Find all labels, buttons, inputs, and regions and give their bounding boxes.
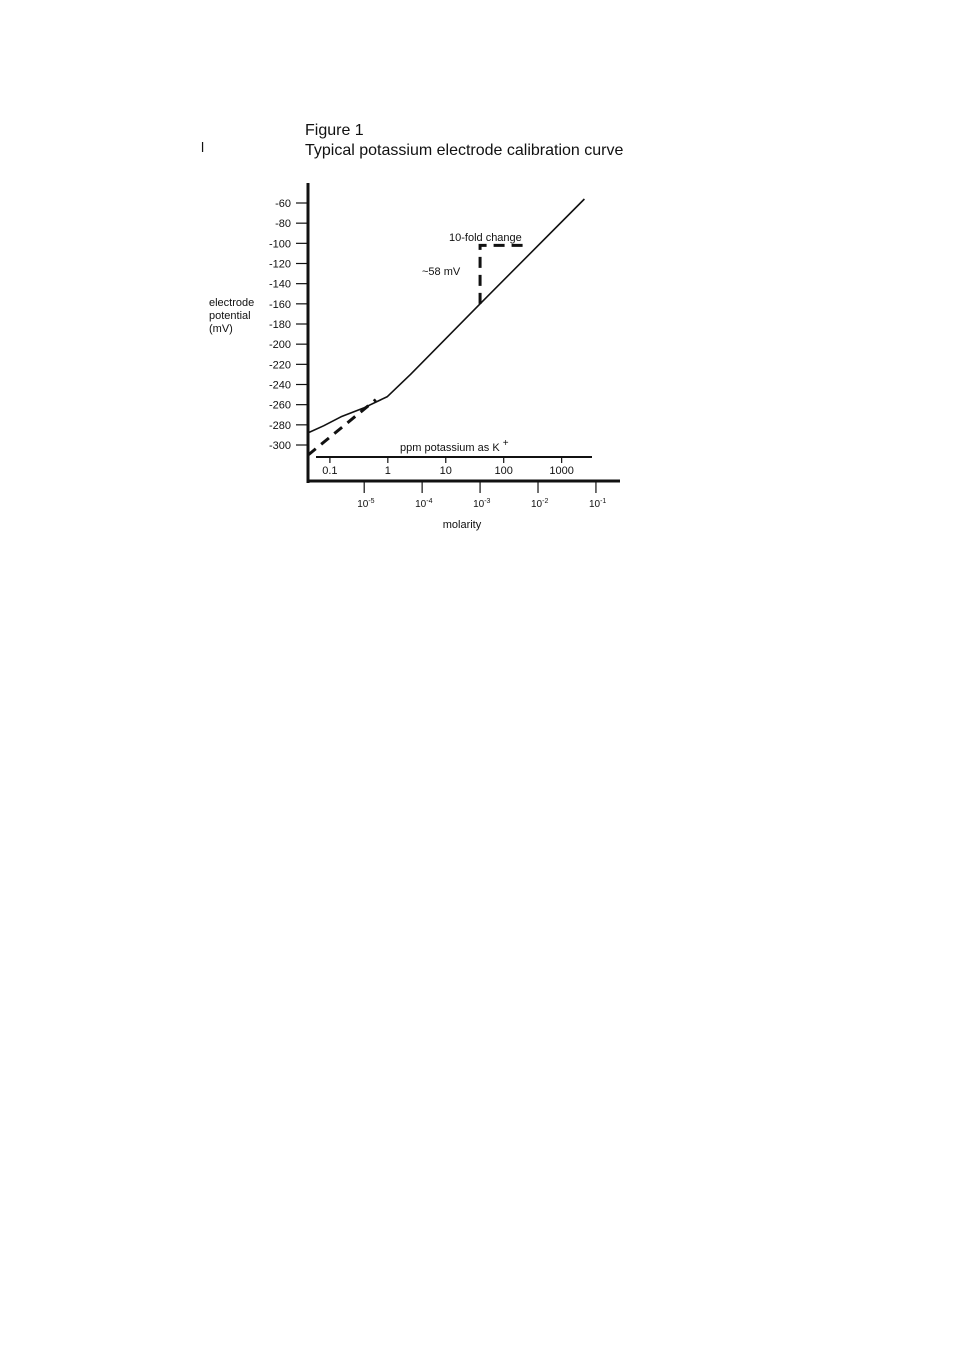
ppm-tick-label: 0.1 — [322, 465, 337, 477]
y-axis-label-line: potential — [209, 310, 251, 322]
y-tick-label: -300 — [269, 440, 291, 452]
y-tick-label: -180 — [269, 319, 291, 331]
ppm-tick-label: 10 — [440, 465, 452, 477]
stray-mark: l — [201, 139, 205, 155]
figure-number: Figure 1 — [305, 122, 364, 139]
molarity-tick-label: 10-4 — [415, 498, 432, 510]
molarity-tick-label: 10-3 — [473, 498, 490, 510]
molarity-tick-label: 10-1 — [589, 498, 606, 510]
ppm-tick-label: 100 — [495, 465, 513, 477]
y-tick-label: -260 — [269, 400, 291, 412]
y-tick-label: -60 — [275, 198, 291, 210]
y-tick-label: -200 — [269, 339, 291, 351]
y-axis: -60 -80 -100 -120 -140 -160 -180 -200 -220 -240 -2… — [269, 183, 310, 483]
y-tick-label: -80 — [275, 218, 291, 230]
y-tick-label: -100 — [269, 238, 291, 250]
y-tick-label: -160 — [269, 299, 291, 311]
y-axis-label-line: (mV) — [209, 323, 233, 335]
ppm-axis: 0.1 1 10 100 1000 ppm potassium as K + — [316, 438, 592, 477]
y-tick-label: -280 — [269, 420, 291, 432]
y-tick-label: -220 — [269, 359, 291, 371]
ppm-tick-label: 1000 — [549, 465, 573, 477]
series-group — [307, 198, 585, 457]
ppm-tick-label: 1 — [385, 465, 391, 477]
y-tick-label: -120 — [269, 259, 291, 271]
figure-title: Typical potassium electrode calibration … — [305, 142, 624, 159]
y-axis-label-line: electrode — [209, 297, 254, 309]
molarity-axis-label: molarity — [443, 519, 482, 531]
y-tick-label: -140 — [269, 279, 291, 291]
molarity-axis: 10-5 10-4 10-3 10-2 10-1 molarity — [307, 479, 620, 531]
molarity-tick-label: 10-2 — [531, 498, 548, 510]
molarity-tick-label: 10-5 — [357, 498, 374, 510]
slope-label: ~58 mV — [422, 266, 461, 278]
ideal-extrapolation-line — [307, 398, 377, 457]
y-tick-label: -240 — [269, 380, 291, 392]
annotations: 10-fold change ~58 mV — [422, 232, 527, 304]
ppm-axis-label: ppm potassium as K + — [400, 438, 509, 454]
slope-triangle — [478, 243, 527, 304]
calibration-curve — [307, 198, 585, 434]
ten-fold-change-label: 10-fold change — [449, 232, 522, 244]
